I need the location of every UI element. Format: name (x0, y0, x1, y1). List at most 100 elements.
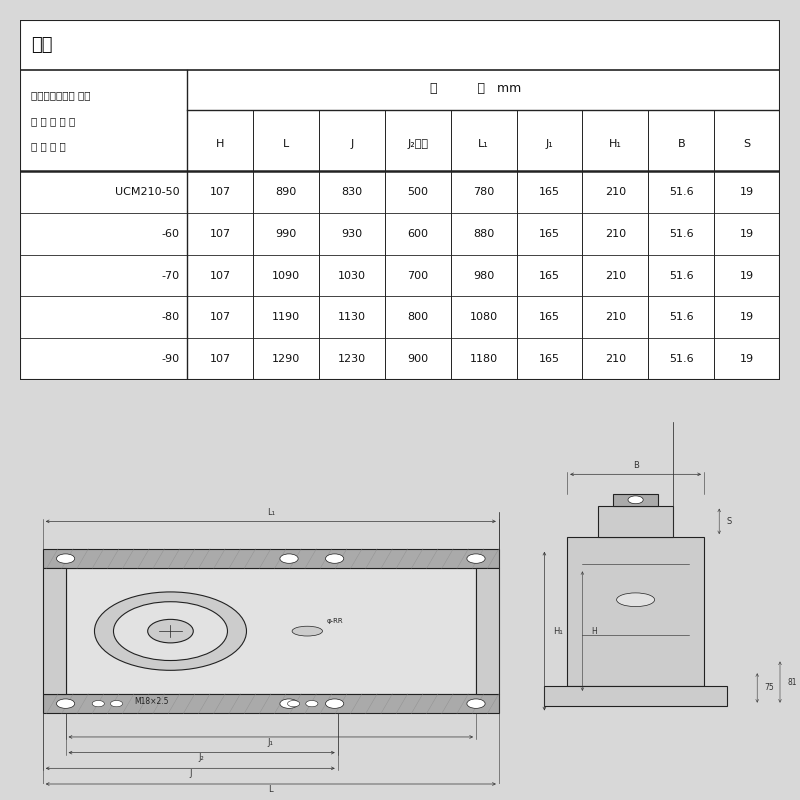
Text: 寸法: 寸法 (31, 36, 53, 54)
Bar (476, 568, 499, 694)
Text: L: L (283, 139, 289, 149)
Text: 81: 81 (787, 678, 797, 686)
Text: 19: 19 (740, 270, 754, 281)
Text: 700: 700 (407, 270, 428, 281)
Text: φ-RR: φ-RR (326, 618, 343, 624)
Circle shape (287, 701, 300, 706)
Text: 51.6: 51.6 (669, 270, 694, 281)
Text: 980: 980 (473, 270, 494, 281)
Circle shape (628, 496, 643, 504)
Text: 990: 990 (275, 229, 297, 239)
Ellipse shape (617, 593, 654, 606)
Circle shape (467, 699, 485, 708)
Text: H₁: H₁ (609, 139, 622, 149)
Text: 107: 107 (210, 270, 230, 281)
Text: 165: 165 (539, 312, 560, 322)
Text: 165: 165 (539, 229, 560, 239)
Bar (43, 549, 499, 568)
Text: 210: 210 (605, 270, 626, 281)
Text: 165: 165 (539, 187, 560, 197)
Text: 210: 210 (605, 312, 626, 322)
Text: B: B (678, 139, 685, 149)
Bar (66, 568, 476, 694)
Text: H: H (591, 626, 598, 636)
Text: 880: 880 (473, 229, 494, 239)
Circle shape (280, 554, 298, 563)
Text: 1130: 1130 (338, 312, 366, 322)
Text: 830: 830 (342, 187, 362, 197)
Bar (43, 694, 499, 714)
Circle shape (57, 699, 74, 708)
Text: 1090: 1090 (272, 270, 300, 281)
Text: 呼 び 番 号: 呼 び 番 号 (31, 141, 66, 151)
Text: 51.6: 51.6 (669, 312, 694, 322)
Text: 900: 900 (407, 354, 428, 364)
Text: 1030: 1030 (338, 270, 366, 281)
Text: 51.6: 51.6 (669, 354, 694, 364)
Circle shape (326, 699, 344, 708)
Text: 75: 75 (765, 683, 774, 693)
Text: 600: 600 (407, 229, 428, 239)
Text: L₁: L₁ (267, 508, 275, 517)
Circle shape (306, 701, 318, 706)
Text: 51.6: 51.6 (669, 229, 694, 239)
Bar (598, 506, 674, 537)
Circle shape (94, 592, 246, 670)
Text: B: B (633, 461, 638, 470)
Text: H₁: H₁ (554, 626, 563, 636)
Text: 890: 890 (275, 187, 297, 197)
Text: 51.6: 51.6 (669, 187, 694, 197)
Bar (567, 537, 704, 686)
Text: 1080: 1080 (470, 312, 498, 322)
Bar (613, 494, 658, 506)
Text: -60: -60 (162, 229, 180, 239)
Circle shape (148, 619, 194, 643)
Text: -80: -80 (162, 312, 180, 322)
Bar (43, 568, 66, 694)
Text: 1290: 1290 (272, 354, 300, 364)
Text: 800: 800 (407, 312, 428, 322)
Circle shape (110, 701, 122, 706)
Text: 210: 210 (605, 354, 626, 364)
Text: S: S (727, 517, 732, 526)
Text: 19: 19 (740, 354, 754, 364)
Text: ストレッチャー 注）: ストレッチャー 注） (31, 90, 91, 101)
Text: 780: 780 (473, 187, 494, 197)
Text: 165: 165 (539, 270, 560, 281)
Circle shape (114, 602, 227, 661)
Text: -90: -90 (162, 354, 180, 364)
Text: 19: 19 (740, 312, 754, 322)
Text: 210: 210 (605, 187, 626, 197)
Text: 107: 107 (210, 312, 230, 322)
Circle shape (92, 701, 104, 706)
Text: L₁: L₁ (478, 139, 489, 149)
Circle shape (326, 554, 344, 563)
Text: 1230: 1230 (338, 354, 366, 364)
Text: 1180: 1180 (470, 354, 498, 364)
Text: S: S (743, 139, 750, 149)
Text: -70: -70 (162, 270, 180, 281)
Text: H: H (216, 139, 224, 149)
Text: 19: 19 (740, 229, 754, 239)
Text: ユ ニ ッ ト の: ユ ニ ッ ト の (31, 116, 76, 126)
Text: M18×2.5: M18×2.5 (134, 697, 169, 706)
Text: J: J (350, 139, 354, 149)
Text: J₁: J₁ (546, 139, 554, 149)
Text: UCM210-50: UCM210-50 (115, 187, 180, 197)
Circle shape (280, 699, 298, 708)
Text: 165: 165 (539, 354, 560, 364)
Text: 寸          法   mm: 寸 法 mm (430, 82, 522, 95)
Text: J₁: J₁ (268, 738, 274, 746)
Text: J₂注）: J₂注） (407, 139, 428, 149)
Circle shape (57, 554, 74, 563)
Text: J₂: J₂ (198, 754, 205, 762)
Bar (545, 686, 727, 706)
Text: 19: 19 (740, 187, 754, 197)
Text: 107: 107 (210, 354, 230, 364)
Ellipse shape (292, 626, 322, 636)
Circle shape (467, 554, 485, 563)
Text: L: L (269, 785, 273, 794)
Text: 1190: 1190 (272, 312, 300, 322)
Text: J: J (189, 769, 191, 778)
Text: 107: 107 (210, 229, 230, 239)
